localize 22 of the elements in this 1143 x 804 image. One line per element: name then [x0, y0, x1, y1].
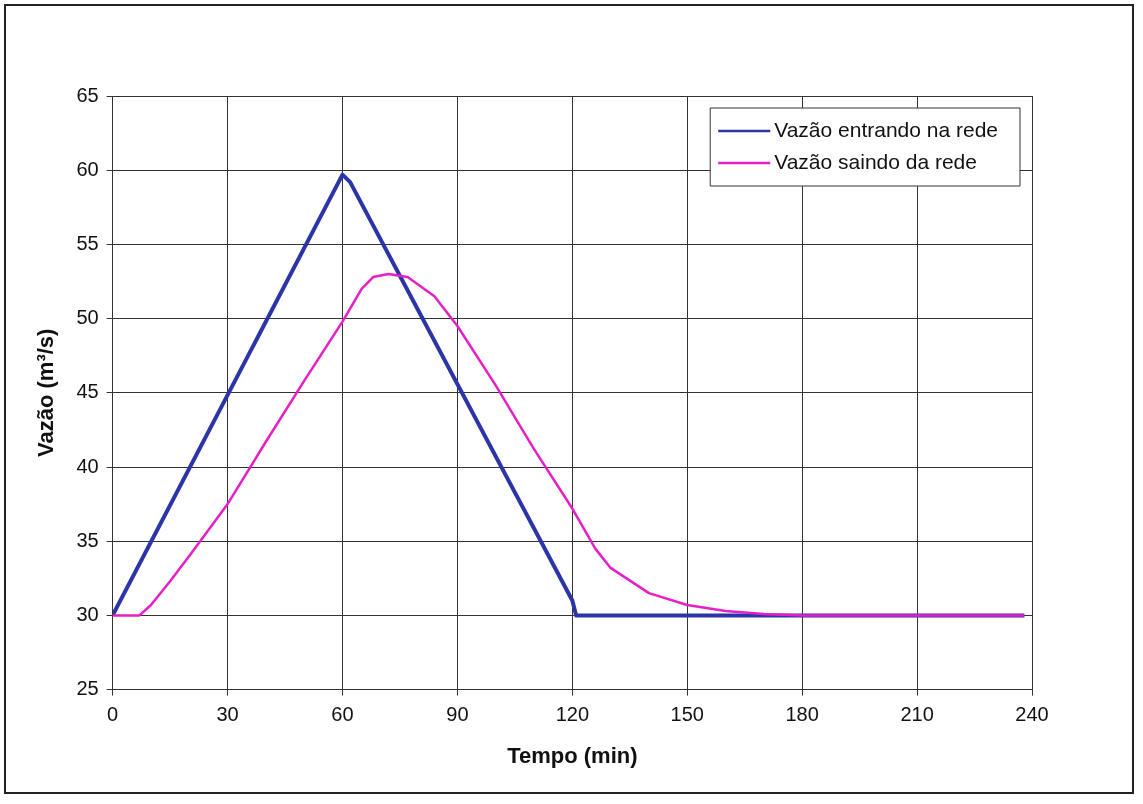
x-tick-label: 180 — [785, 703, 819, 726]
x-tick-label: 0 — [107, 703, 119, 726]
legend-label: Vazão saindo da rede — [774, 149, 977, 173]
y-tick-label: 30 — [76, 602, 99, 625]
x-tick-label: 210 — [900, 703, 934, 726]
y-tick-label: 60 — [76, 157, 99, 180]
x-tick-label: 90 — [446, 703, 469, 726]
y-tick-label: 35 — [76, 528, 99, 551]
x-tick-label: 150 — [670, 703, 704, 726]
y-tick-label: 55 — [76, 231, 99, 254]
y-tick-label: 50 — [76, 306, 99, 329]
x-tick-label: 120 — [555, 703, 590, 726]
x-tick-label: 30 — [216, 703, 239, 726]
legend-label: Vazão entrando na rede — [774, 117, 998, 141]
y-tick-label: 65 — [76, 83, 99, 106]
y-axis-title: Vazão (m³/s) — [33, 328, 59, 457]
x-axis-title: Tempo (min) — [507, 742, 638, 768]
x-tick-label: 60 — [331, 703, 354, 726]
y-tick-label: 45 — [76, 380, 99, 403]
x-tick-label: 240 — [1015, 703, 1049, 726]
y-tick-label: 40 — [76, 454, 99, 477]
y-tick-label: 25 — [76, 677, 99, 700]
